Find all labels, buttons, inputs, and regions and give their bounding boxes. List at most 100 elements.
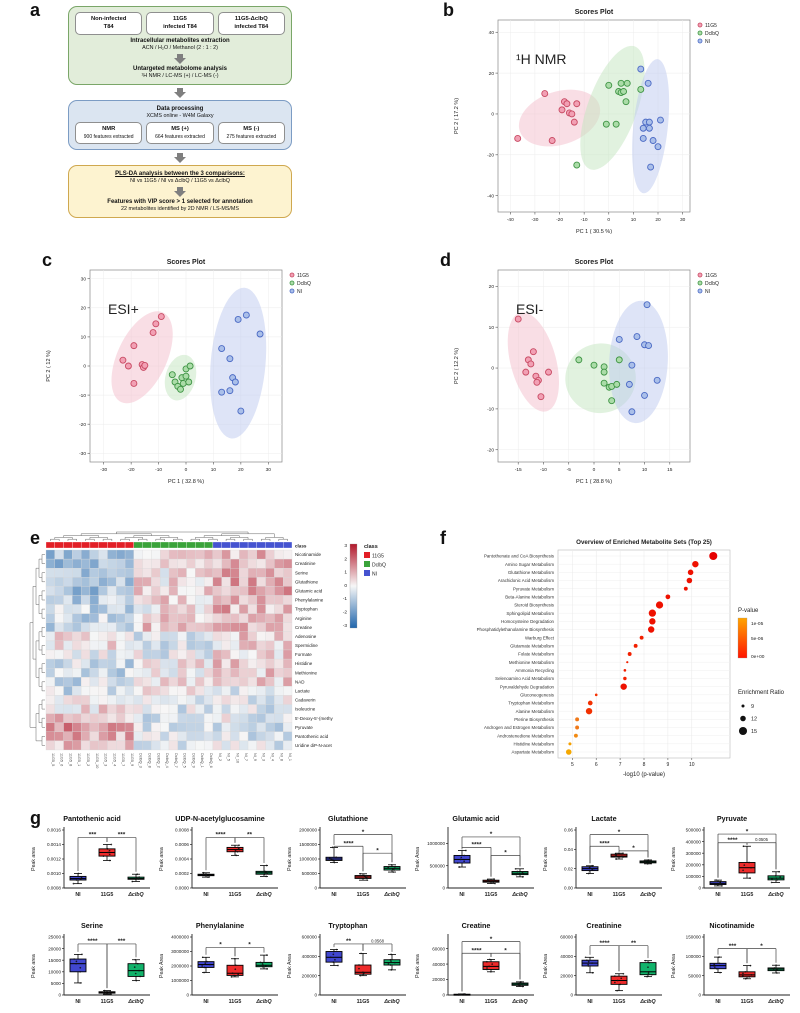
svg-text:500000: 500000 [302,871,318,876]
svg-text:200000: 200000 [302,973,318,978]
boxplot-svg: 0.0000 0.0002 0.0004 0.0006 0.0008 Peak area N… [159,827,278,898]
svg-text:100000: 100000 [686,954,702,959]
down-arrow-icon [75,187,285,198]
svg-text:200000: 200000 [686,863,702,868]
svg-text:0: 0 [83,364,86,370]
data-point [256,330,264,338]
dotplot-svg: Overview of Enriched Metabolite Sets (To… [477,539,785,778]
boxplot-tryptophan: Tryptophan 0 200000 400000 600000 Peak Area NI… [284,921,412,1013]
scores-plot-esi-pos: Scores Plot -30 -20 -10 0 10 20 30 -30 -20 -10 0 10 2… [38,254,343,503]
svg-text:4000000: 4000000 [171,935,189,940]
group-label: ΔclbQ [255,892,272,898]
svg-text:*: * [376,847,379,854]
svg-text:0.0000: 0.0000 [175,886,189,891]
svg-text:0.0010: 0.0010 [47,871,61,876]
y-axis-label: Peak Area [287,954,293,978]
boxplot-creatine: Creatine 0 20000 40000 60000 Peak area NI 11G5 Δ… [412,921,540,1013]
svg-text:Glutamate Metabolism: Glutamate Metabolism [510,643,554,648]
svg-text:-5: -5 [567,467,572,473]
x-axis-label: PC 1 ( 28.8 %) [576,479,612,485]
x-axis-label: PC 1 ( 30.5 %) [576,229,612,235]
data-point [649,137,657,144]
svg-text:-30: -30 [531,217,538,223]
data-point [613,380,621,388]
svg-text:11G5: 11G5 [372,554,384,560]
data-point [177,385,184,393]
sample-label: 11G5-ΔclbQ [234,16,268,22]
box-11G5 [482,878,500,885]
svg-text:100000: 100000 [686,874,702,879]
svg-text:Histidine Metabolism: Histidine Metabolism [513,741,554,746]
vip-sub: 22 metabolites identified by 2D NMR / LS… [120,206,240,213]
svg-text:Methionine Metabolism: Methionine Metabolism [509,660,554,665]
svg-text:Folate Metabolism: Folate Metabolism [518,652,554,657]
group-label: ΔclbQ [511,892,528,898]
svg-text:1: 1 [344,570,347,576]
svg-text:DclbQ_2: DclbQ_2 [156,753,160,768]
svg-text:DclbQ_3: DclbQ_3 [139,753,143,768]
box-11G5 [610,852,628,860]
data-point [157,313,165,320]
svg-text:DclbQ: DclbQ [297,281,311,287]
data-point [234,316,242,323]
svg-text:30: 30 [81,276,87,282]
data-point [168,371,176,379]
svg-text:DclbQ_7: DclbQ_7 [174,753,178,768]
group-label: 11G5 [229,999,242,1005]
feature-sub: 900 features extracted [83,133,134,140]
data-point [514,135,522,142]
svg-text:Creatinine: Creatinine [295,561,316,566]
data-point [633,333,641,341]
svg-text:**: ** [346,938,352,945]
box-NI [197,871,215,878]
svg-text:***: *** [118,832,126,839]
group-label: NI [331,999,337,1005]
svg-text:1000000: 1000000 [427,841,445,846]
svg-text:50000: 50000 [688,973,701,978]
enrichment-dot [686,577,693,584]
plot-legend: 11G5 DclbQ NI [697,272,719,295]
data-point [149,329,157,336]
panel-d-letter: d [440,250,451,270]
significance-brackets: *** *** [77,832,137,872]
svg-text:9: 9 [751,704,754,710]
svg-text:Beta-Alanine Metabolism: Beta-Alanine Metabolism [505,594,554,599]
svg-text:12: 12 [751,716,757,722]
svg-text:Sphingolipid Metabolism: Sphingolipid Metabolism [506,611,554,616]
data-point [639,135,647,142]
plsda-sub: NI vs 11G5 / NI vs ΔclbQ / 11G5 vs ΔclbQ [130,178,230,185]
svg-text:20000: 20000 [48,946,61,951]
svg-text:*: * [760,943,763,950]
svg-text:DclbQ_6: DclbQ_6 [209,753,213,768]
method-annotation: ESI- [516,301,544,317]
svg-text:*: * [248,942,251,949]
data-point [182,372,190,380]
data-point [130,342,138,350]
down-arrow-icon [68,88,292,99]
boxplot-title: UDP-N-acetylglucosamine [175,814,265,823]
svg-text:NI_9: NI_9 [253,753,257,761]
data-point [226,355,234,363]
box-11G5 [738,964,756,980]
boxplot-title: Creatinine [586,921,622,930]
group-label: ΔclbQ [127,999,144,1005]
data-point [620,88,627,95]
boxplot-serine: Serine 0 5000 10000 15000 20000 25000 Peak area… [28,921,156,1013]
box-NI [325,948,343,967]
data-point [541,90,549,97]
svg-text:11G5_2: 11G5_2 [86,753,90,766]
svg-text:-40: -40 [487,193,494,199]
svg-text:0.0008: 0.0008 [47,886,61,891]
enrichment-dot [585,707,593,715]
boxplot-title: Tryptophan [328,921,368,930]
enrichment-dot [575,725,580,730]
points-11G5 [514,315,552,401]
processing-sub: XCMS online - W4M Galaxy [146,113,214,120]
svg-text:Arachidonic Acid Metabolism: Arachidonic Acid Metabolism [498,578,554,583]
svg-text:10: 10 [211,467,217,473]
svg-text:Methionine: Methionine [295,670,318,675]
boxplot-svg: 0 100000 200000 300000 400000 500000 Peak area… [671,827,790,898]
svg-text:0e+00: 0e+00 [751,654,765,660]
svg-text:15: 15 [751,729,757,735]
